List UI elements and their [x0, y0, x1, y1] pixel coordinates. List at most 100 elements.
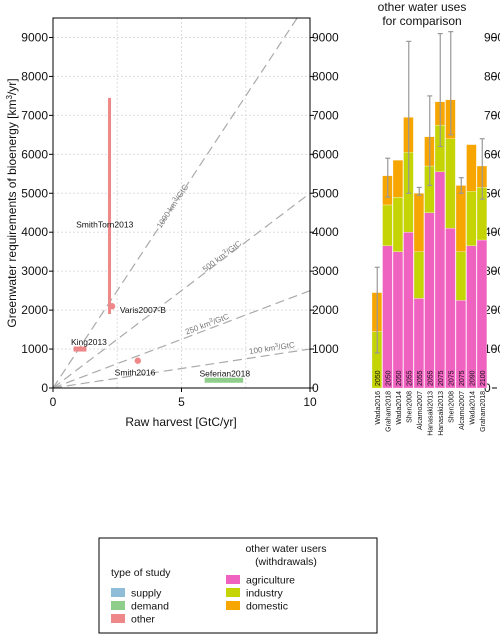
- y-tick-label: 1000: [21, 342, 48, 356]
- legend-label-supply: supply: [131, 588, 162, 600]
- y-tick-label: 6000: [21, 147, 48, 161]
- bar-segment-agriculture: [445, 228, 456, 389]
- error-bars: [374, 31, 485, 354]
- legend-label-demand: demand: [131, 601, 169, 613]
- legend-label-domestic: domestic: [246, 601, 288, 613]
- bar-segment-industry: [382, 204, 393, 246]
- bar-panel-title-line2: for comparison: [382, 14, 461, 28]
- bar-labels: 2050Wada20162050Graham20182050Wada201420…: [375, 370, 487, 435]
- legend-frame: [98, 537, 378, 634]
- y-tick-label: 7000: [21, 108, 48, 122]
- scatter-panel: 1000 km3/GtC 500 km3/GtC 250 km3/GtC 100 km…: [5, 17, 339, 429]
- study-point-Varis2007-B: [108, 303, 116, 310]
- bar-study-label: Wada2014: [396, 391, 403, 425]
- bar-study-label: Wada2014: [469, 391, 476, 425]
- bar-y-tick-label: 6000: [484, 147, 500, 161]
- bar-year-label: 2075: [448, 370, 455, 386]
- y-tick-label-right: 8000: [312, 69, 339, 83]
- bar-segment-agriculture: [392, 251, 404, 389]
- y-tick-label: 8000: [21, 69, 48, 83]
- bar-segment-agriculture: [424, 212, 435, 389]
- x-tick-label: 0: [50, 395, 57, 409]
- x-tick-label: 5: [178, 395, 185, 409]
- bar-segment-industry: [455, 251, 467, 301]
- y-tick-label-right: 6000: [312, 147, 339, 161]
- y-axis-label-unit: /yr]: [5, 78, 19, 95]
- y-tick-label: 5000: [21, 186, 48, 200]
- study-label: SmithTorn2013: [76, 219, 133, 229]
- bar-segment-industry: [445, 138, 456, 229]
- legend-swatch-supply: [111, 588, 125, 597]
- bar-study-label: Shen2008: [448, 391, 455, 423]
- bar-y-tick-label: 8000: [484, 69, 500, 83]
- reference-line-label: 500 km3/GtC: [201, 239, 243, 274]
- bar-y-tick-label: 3000: [484, 264, 500, 278]
- bar-segment-industry: [392, 197, 404, 252]
- legend: type of study other water users (withdra…: [98, 537, 378, 634]
- bar-year-label: 2055: [427, 370, 434, 386]
- bar-segment-agriculture: [476, 239, 488, 389]
- bar-study-label: Hanasaki2013: [427, 391, 434, 436]
- bar-panel-y-ticks: 0 1000 2000 3000 4000 5000 6000 7000 8000 9000: [484, 30, 500, 395]
- y-tick-label-right: 5000: [312, 186, 339, 200]
- bar-segment-agriculture: [434, 171, 446, 389]
- study-label: Varis2007-B: [120, 305, 166, 315]
- study-label: Smith2016: [115, 367, 156, 377]
- y-axis-label-main: Greenwater requirements of bioenergy [km: [5, 100, 19, 328]
- reference-line-label: 1000 km3/GtC: [155, 183, 190, 230]
- legend-swatch-demand: [111, 601, 125, 610]
- bar-year-label: 2075: [438, 370, 445, 386]
- scatter-grid: [53, 18, 310, 389]
- bar-segment-domestic: [455, 185, 467, 252]
- bar-study-label: Wada2016: [375, 391, 382, 425]
- legend-swatch-other: [111, 614, 125, 623]
- bar-panel: other water uses for comparison 0 1000 200…: [371, 0, 500, 436]
- y-tick-label: 0: [41, 381, 48, 395]
- x-axis-label: Raw harvest [GtC/yr]: [125, 415, 236, 429]
- bar-year-label: 2055: [406, 370, 413, 386]
- bar-study-label: Shen2008: [406, 391, 413, 423]
- bar-year-label: 2050: [396, 370, 403, 386]
- y-tick-label: 2000: [21, 303, 48, 317]
- bar-study-label: Alcamo2007: [417, 391, 424, 430]
- reference-line: [52, 290, 311, 389]
- y-axis-label-sup: 3: [5, 95, 14, 100]
- bar-y-tick-label: 4000: [484, 225, 500, 239]
- bar-year-label: 2050: [385, 370, 392, 386]
- study-label: Seferian2018: [199, 369, 250, 379]
- legend-study-type-title: type of study: [111, 567, 171, 579]
- bar-y-tick-label: 5000: [484, 186, 500, 200]
- y-tick-label-right: 7000: [312, 108, 339, 122]
- study-label: King2013: [71, 337, 107, 347]
- legend-water-users-title-2: (withdrawals): [255, 556, 317, 568]
- bar-segment-agriculture: [403, 232, 414, 389]
- y-tick-label-right: 1000: [312, 342, 339, 356]
- bar-year-label: 2055: [417, 370, 424, 386]
- legend-label-agriculture: agriculture: [246, 575, 295, 587]
- bar-segment-industry: [413, 251, 425, 299]
- bar-segment-agriculture: [382, 245, 393, 389]
- y-tick-label-right: 2000: [312, 303, 339, 317]
- bar-y-tick-label: 0: [484, 381, 491, 395]
- bar-panel-title-line1: other water uses: [378, 0, 467, 14]
- bar-segment-industry: [466, 191, 477, 246]
- y-tick-label-right: 0: [312, 381, 319, 395]
- bar-study-label: Hanasaki2013: [438, 391, 445, 436]
- bar-year-label: 2100: [480, 370, 487, 386]
- x-tick-label: 10: [303, 395, 317, 409]
- reference-line-label: 100 km3/GtC: [249, 340, 296, 356]
- y-tick-label-right: 4000: [312, 225, 339, 239]
- bar-study-label: Alcamo2007: [459, 391, 466, 430]
- bar-segment-domestic: [413, 193, 425, 252]
- y-axis-label: Greenwater requirements of bioenergy [km…: [5, 78, 19, 327]
- reference-line-label: 250 km3/GtC: [184, 312, 230, 337]
- legend-label-industry: industry: [246, 588, 284, 600]
- legend-swatch-agriculture: [226, 575, 240, 584]
- bar-year-label: 2075: [459, 370, 466, 386]
- study-marks: SmithTorn2013 Varis2007-B King2013 Smith201…: [71, 97, 250, 383]
- study-point-Smith2016: [134, 357, 142, 364]
- bar-segment-domestic: [392, 160, 404, 198]
